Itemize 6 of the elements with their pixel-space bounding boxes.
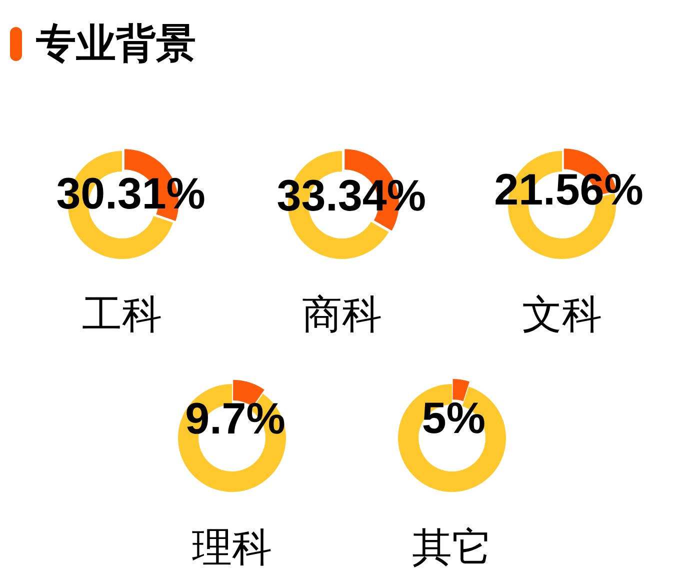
text: 理科 — [192, 526, 272, 570]
text: 工科 — [82, 293, 162, 337]
text: 其它 — [412, 526, 492, 570]
text: 商科 — [302, 293, 382, 337]
text: 专业背景 — [36, 21, 196, 68]
text: 文科 — [522, 293, 602, 337]
